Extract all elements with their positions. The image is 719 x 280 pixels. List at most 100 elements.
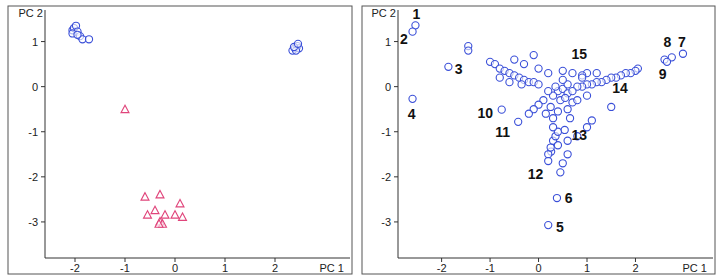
triangle-point (155, 220, 163, 228)
triangle-point (141, 193, 149, 201)
point-label: 12 (528, 166, 544, 182)
point-label: 2 (400, 31, 408, 47)
circle-point (559, 160, 566, 167)
triangle-point (144, 211, 152, 219)
triangle-point (151, 206, 159, 214)
circle-point (564, 106, 571, 113)
y-axis-label: PC 2 (19, 7, 43, 19)
triangle-point (161, 211, 169, 219)
circle-point (294, 40, 301, 47)
triangle-point (171, 211, 179, 219)
x-axis (398, 258, 713, 259)
x-tick-label: 0 (172, 262, 178, 274)
point-label: 1 (413, 6, 421, 22)
circle-point (545, 221, 552, 228)
y-tick (41, 86, 45, 87)
panel-border (362, 6, 715, 274)
circle-point (465, 47, 472, 54)
circle-point (496, 74, 503, 81)
circle-point (520, 61, 527, 68)
y-tick-label: -3 (28, 216, 38, 228)
triangle-point (121, 105, 129, 113)
circle-point (679, 50, 686, 57)
circle-point (564, 137, 571, 144)
circle-point (535, 65, 542, 72)
circle-point (547, 144, 554, 151)
y-tick-label: 1 (385, 36, 391, 48)
circle-point (542, 110, 549, 117)
circle-point (549, 115, 556, 122)
point-label: 8 (664, 34, 672, 50)
point-label: 11 (495, 124, 510, 140)
circle-point (530, 51, 537, 58)
x-tick-label: -1 (485, 262, 495, 274)
triangle-point (156, 190, 164, 198)
x-tick-label: 1 (222, 262, 228, 274)
point-label: 4 (408, 106, 416, 122)
y-tick-label: -1 (381, 126, 391, 138)
x-tick-label: 2 (632, 262, 638, 274)
marks (69, 22, 303, 227)
circle-point (554, 108, 561, 115)
y-tick (41, 41, 45, 42)
y-tick-label: 1 (32, 36, 38, 48)
circle-point (583, 92, 590, 99)
y-tick-label: 0 (385, 81, 391, 93)
y-axis (45, 10, 46, 258)
circle-point (545, 157, 552, 164)
circle-point (569, 70, 576, 77)
point-label: 13 (571, 127, 587, 143)
circle-point (545, 151, 552, 158)
x-axis-label: PC 1 (320, 262, 344, 274)
circle-point (409, 95, 416, 102)
panel-border (8, 6, 352, 274)
triangle-point (176, 199, 184, 207)
point-label: 9 (659, 66, 667, 82)
y-tick (41, 221, 45, 222)
point-label: 5 (556, 219, 564, 235)
circle-point (547, 103, 554, 110)
circle-point (557, 169, 564, 176)
circle-point (549, 124, 556, 131)
point-label: 6 (565, 190, 573, 206)
y-axis (398, 10, 399, 258)
marks (409, 22, 687, 229)
x-tick-label: 2 (272, 262, 278, 274)
circle-point (561, 126, 568, 133)
y-tick (394, 131, 398, 132)
point-label: 10 (477, 105, 493, 121)
circle-point (562, 94, 569, 101)
circle-point (515, 118, 522, 125)
circle-point (545, 70, 552, 77)
circle-point (559, 67, 566, 74)
y-tick (41, 176, 45, 177)
circle-point (409, 28, 416, 35)
y-tick-label: -3 (381, 216, 391, 228)
x-tick-label: -2 (70, 262, 80, 274)
circle-point (564, 151, 571, 158)
y-axis-label: PC 2 (372, 7, 396, 19)
panel: -2-1012-3-2-101PC 1PC 212345678910111213… (362, 6, 715, 274)
circle-point (663, 58, 670, 65)
x-tick-label: -2 (437, 262, 447, 274)
x-axis (45, 258, 350, 259)
circle-point (506, 79, 513, 86)
circle-point (85, 36, 92, 43)
circle-point (554, 142, 561, 149)
x-tick-label: 0 (535, 262, 541, 274)
circle-point (518, 81, 525, 88)
circle-point (566, 115, 573, 122)
y-tick-label: 0 (32, 81, 38, 93)
circle-point (552, 83, 559, 90)
x-axis-label: PC 1 (683, 262, 707, 274)
y-tick-label: -2 (28, 171, 38, 183)
y-tick (41, 131, 45, 132)
y-tick (394, 41, 398, 42)
x-tick-label: 1 (584, 262, 590, 274)
figure: -2-1012-3-2-101PC 1PC 2-2-1012-3-2-101PC… (0, 0, 719, 280)
y-tick (394, 176, 398, 177)
circle-point (525, 110, 532, 117)
circle-point (559, 76, 566, 83)
panel: -2-1012-3-2-101PC 1PC 2 (8, 6, 352, 274)
y-tick (394, 221, 398, 222)
